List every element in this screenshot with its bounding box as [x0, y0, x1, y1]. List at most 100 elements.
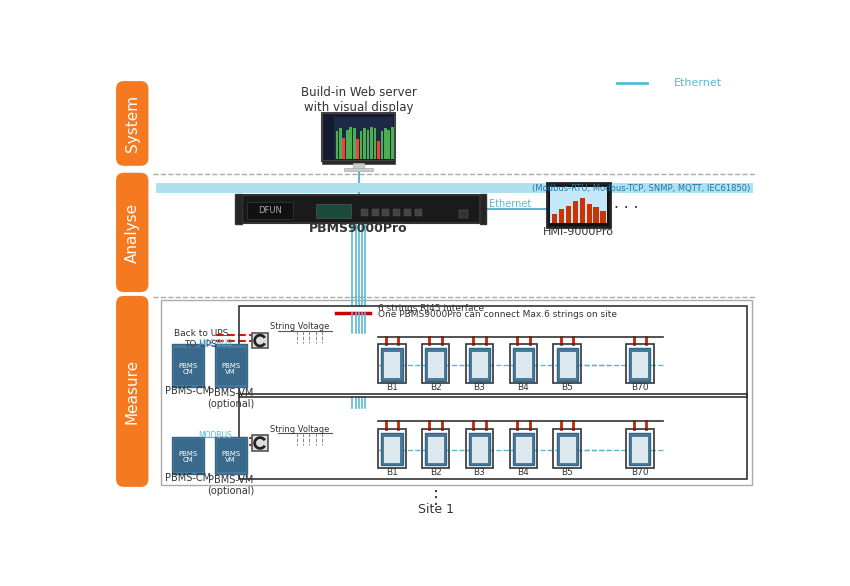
- Bar: [553, 429, 581, 468]
- Bar: [629, 348, 650, 381]
- FancyBboxPatch shape: [116, 296, 149, 487]
- Bar: [509, 345, 537, 383]
- Bar: [172, 437, 204, 474]
- Bar: [215, 345, 247, 387]
- Bar: [325, 117, 393, 159]
- Text: PBMS: PBMS: [178, 363, 197, 369]
- Bar: [325, 117, 334, 159]
- Bar: [217, 439, 245, 472]
- Bar: [322, 114, 394, 161]
- Bar: [557, 348, 578, 381]
- Bar: [378, 429, 405, 468]
- Text: PBMS-CM: PBMS-CM: [165, 386, 211, 396]
- Text: B4: B4: [518, 468, 530, 477]
- Bar: [428, 352, 444, 379]
- Bar: [466, 429, 493, 468]
- Bar: [346, 130, 348, 159]
- Bar: [515, 436, 532, 463]
- Bar: [252, 333, 268, 348]
- Bar: [247, 202, 293, 219]
- Text: One PBMS9000Pro can connect Max.6 strings on site: One PBMS9000Pro can connect Max.6 string…: [378, 310, 617, 319]
- Bar: [354, 163, 364, 169]
- Bar: [558, 352, 575, 379]
- Bar: [629, 433, 650, 465]
- Text: B1: B1: [386, 383, 398, 392]
- Text: B3: B3: [473, 383, 485, 392]
- Bar: [422, 345, 450, 383]
- Bar: [468, 433, 490, 465]
- Text: B5: B5: [561, 383, 573, 392]
- Bar: [381, 131, 383, 159]
- Bar: [466, 345, 493, 383]
- Text: DFUN: DFUN: [258, 206, 282, 215]
- Text: MODBUS: MODBUS: [198, 431, 231, 440]
- Text: PBMS-VM
(optional): PBMS-VM (optional): [207, 387, 254, 409]
- Bar: [382, 209, 389, 216]
- Text: PBMS-VM
(optional): PBMS-VM (optional): [207, 475, 254, 496]
- Text: PBMS: PBMS: [221, 363, 241, 369]
- FancyBboxPatch shape: [116, 173, 149, 292]
- Text: Analyse: Analyse: [125, 203, 139, 263]
- Text: 6 strings RJ45 interface: 6 strings RJ45 interface: [378, 304, 484, 313]
- Bar: [383, 352, 400, 379]
- Text: Ethernet: Ethernet: [674, 77, 722, 88]
- Text: B3: B3: [473, 468, 485, 477]
- Bar: [215, 437, 247, 474]
- Bar: [156, 183, 753, 193]
- Text: B2: B2: [430, 383, 441, 392]
- Bar: [566, 206, 571, 223]
- Bar: [509, 429, 537, 468]
- Text: B1: B1: [386, 468, 398, 477]
- Bar: [349, 127, 352, 159]
- Bar: [425, 348, 446, 381]
- Bar: [356, 139, 359, 159]
- Bar: [339, 128, 342, 159]
- Bar: [586, 203, 592, 223]
- Bar: [593, 207, 599, 223]
- Bar: [600, 211, 606, 223]
- Bar: [479, 193, 485, 224]
- Bar: [371, 209, 378, 216]
- Bar: [415, 209, 422, 216]
- Bar: [580, 198, 585, 223]
- Bar: [343, 138, 345, 159]
- Text: String Voltage: String Voltage: [269, 425, 329, 434]
- Text: PBMS: PBMS: [221, 451, 241, 456]
- Bar: [235, 193, 241, 224]
- Bar: [459, 210, 468, 218]
- Bar: [388, 130, 390, 159]
- Text: · · ·: · · ·: [614, 202, 638, 216]
- Bar: [217, 347, 245, 384]
- Bar: [378, 345, 405, 383]
- Bar: [547, 183, 610, 227]
- Bar: [361, 209, 368, 216]
- Text: PBMS9000Pro: PBMS9000Pro: [309, 223, 408, 236]
- Bar: [336, 131, 338, 159]
- Bar: [240, 306, 747, 397]
- Text: MODBUS: MODBUS: [198, 339, 231, 348]
- Bar: [632, 436, 649, 463]
- Bar: [553, 345, 581, 383]
- Bar: [363, 128, 366, 159]
- Text: PBMS-CM: PBMS-CM: [165, 473, 211, 483]
- Bar: [394, 209, 400, 216]
- Bar: [557, 433, 578, 465]
- Bar: [558, 209, 564, 223]
- Bar: [552, 213, 558, 223]
- Bar: [404, 209, 411, 216]
- Bar: [632, 352, 649, 379]
- Bar: [422, 429, 450, 468]
- Bar: [626, 345, 654, 383]
- Text: HMI-9000Pro: HMI-9000Pro: [543, 227, 615, 237]
- Text: String Voltage: String Voltage: [269, 322, 329, 331]
- Text: Back to UPS
TO UPS: Back to UPS TO UPS: [173, 329, 228, 349]
- Bar: [240, 394, 747, 479]
- Text: VM: VM: [225, 457, 236, 463]
- Bar: [353, 128, 355, 159]
- Text: CM: CM: [182, 369, 193, 375]
- Bar: [383, 436, 400, 463]
- Text: B70: B70: [631, 383, 649, 392]
- Bar: [316, 205, 351, 218]
- Bar: [322, 161, 394, 164]
- Text: VM: VM: [225, 369, 236, 375]
